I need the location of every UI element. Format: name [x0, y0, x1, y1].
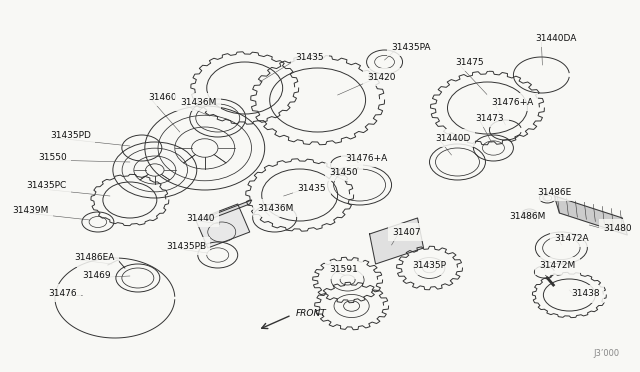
Text: 31439M: 31439M — [12, 205, 49, 215]
Text: 31435: 31435 — [298, 183, 326, 192]
Text: 31472M: 31472M — [540, 262, 575, 270]
Text: 31460: 31460 — [148, 93, 177, 102]
Text: 31591: 31591 — [330, 266, 358, 275]
Text: 31440: 31440 — [186, 214, 214, 222]
Polygon shape — [208, 200, 252, 220]
Text: 31435P: 31435P — [413, 262, 447, 270]
Text: 31435PB: 31435PB — [166, 241, 206, 250]
Text: 31475: 31475 — [456, 58, 484, 67]
Text: 31486EA: 31486EA — [74, 253, 115, 263]
Text: 31450: 31450 — [330, 167, 358, 176]
Text: J3’000: J3’000 — [593, 349, 620, 358]
Text: 31435PA: 31435PA — [392, 42, 431, 51]
Text: 31486M: 31486M — [509, 212, 546, 221]
Text: 31550: 31550 — [38, 153, 67, 161]
Text: 31436M: 31436M — [258, 203, 294, 212]
Text: 31435PC: 31435PC — [26, 180, 66, 189]
Text: 31440DA: 31440DA — [536, 33, 577, 42]
Text: FRONT: FRONT — [296, 308, 326, 317]
Text: 31476: 31476 — [48, 289, 77, 298]
Text: 31480: 31480 — [604, 224, 632, 232]
Text: 31486E: 31486E — [538, 187, 572, 196]
Text: 31438: 31438 — [572, 289, 600, 298]
Text: 31473: 31473 — [476, 113, 504, 122]
Polygon shape — [369, 218, 424, 264]
Text: 31435: 31435 — [296, 52, 324, 61]
Text: 31469: 31469 — [82, 272, 111, 280]
Polygon shape — [196, 204, 250, 248]
Text: 31476+A: 31476+A — [346, 154, 388, 163]
Text: 31436M: 31436M — [180, 97, 216, 106]
Text: 31476+A: 31476+A — [492, 97, 534, 106]
Text: 31407: 31407 — [392, 228, 421, 237]
Text: 31420: 31420 — [367, 73, 396, 81]
Text: 31435PD: 31435PD — [50, 131, 91, 140]
Text: 31472A: 31472A — [554, 234, 589, 243]
Polygon shape — [554, 196, 627, 235]
Text: 31440D: 31440D — [435, 134, 471, 142]
